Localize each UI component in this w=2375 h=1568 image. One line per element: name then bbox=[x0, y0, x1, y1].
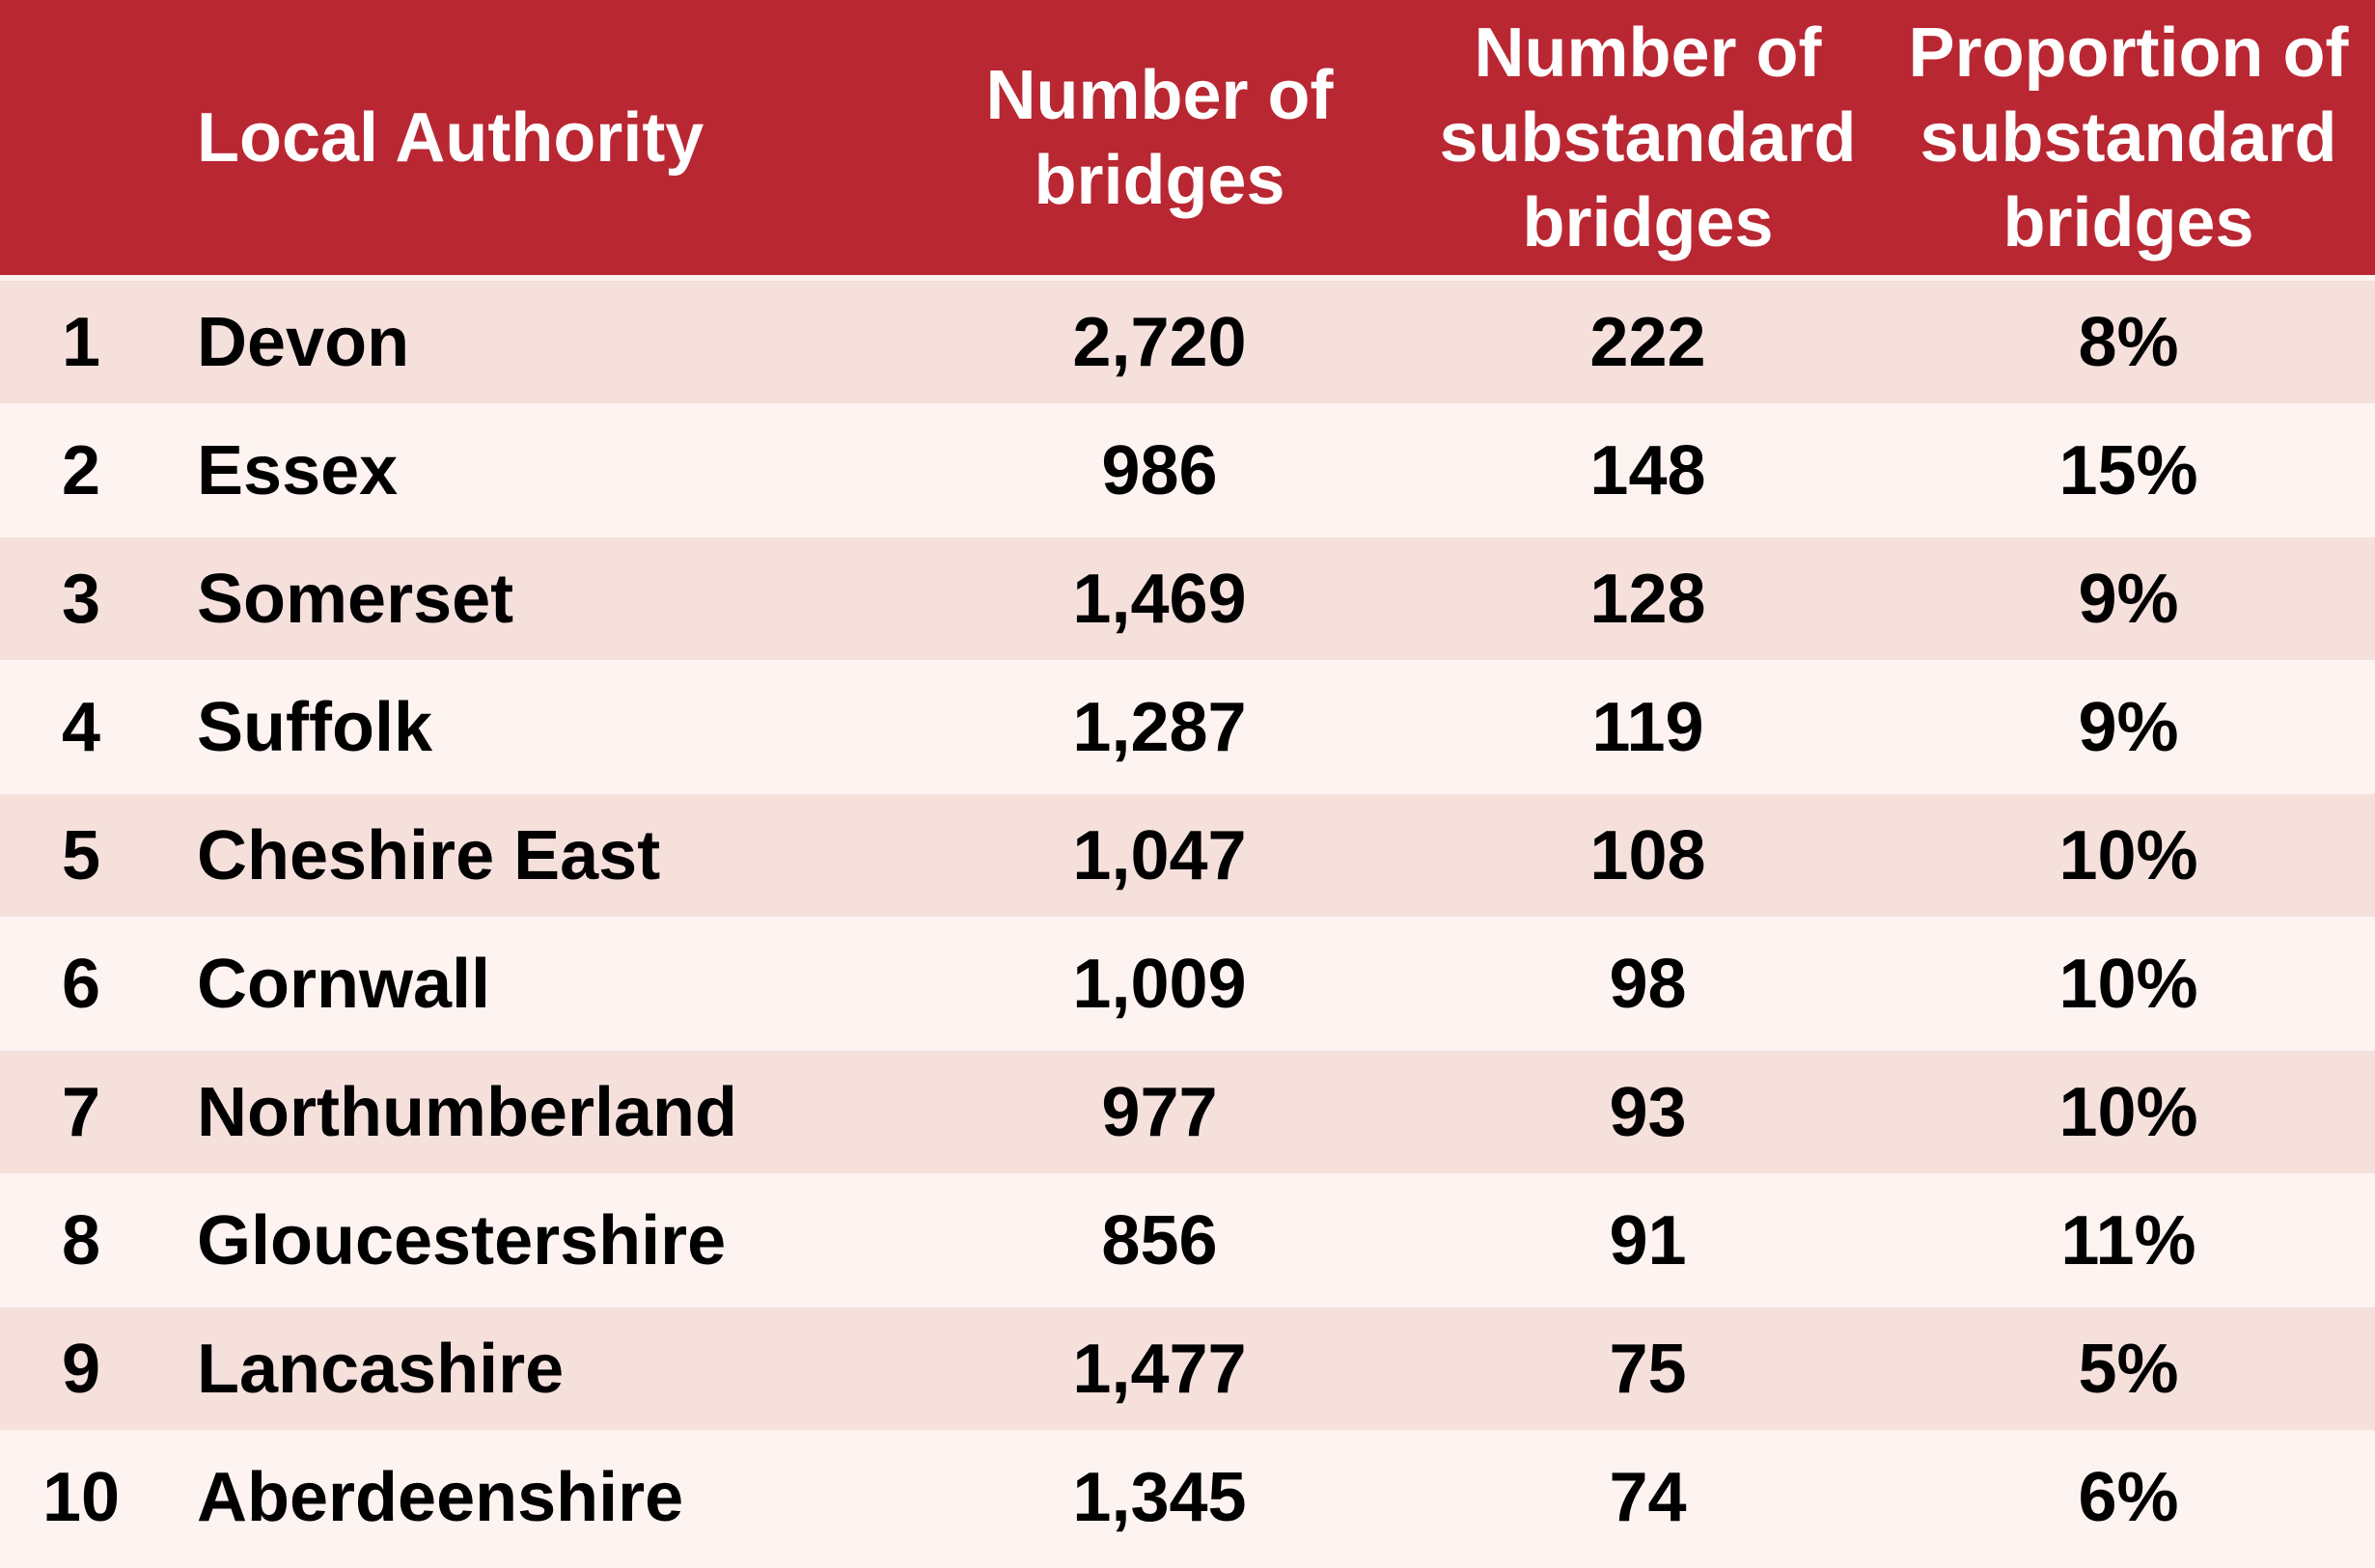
substandard-cell: 148 bbox=[1589, 431, 1706, 509]
rank-cell: 9 bbox=[61, 1330, 101, 1408]
local-authority-cell: Devon bbox=[197, 303, 410, 381]
substandard-cell: 98 bbox=[1609, 945, 1687, 1023]
bridges-cell: 1,469 bbox=[1072, 560, 1247, 638]
proportion-cell: 8% bbox=[2078, 303, 2179, 381]
bridges-cell: 986 bbox=[1101, 431, 1218, 509]
rank-cell: 10 bbox=[41, 1458, 121, 1536]
header-proportion-of-substandard-bridges: Proportion of substandard bridges bbox=[1908, 14, 2349, 261]
proportion-cell: 5% bbox=[2078, 1330, 2179, 1408]
substandard-cell: 119 bbox=[1591, 688, 1704, 766]
local-authority-cell: Lancashire bbox=[197, 1330, 565, 1408]
local-authority-cell: Essex bbox=[197, 431, 399, 509]
rank-cell: 6 bbox=[61, 945, 101, 1023]
local-authority-cell: Cornwall bbox=[197, 945, 491, 1023]
proportion-cell: 6% bbox=[2078, 1458, 2179, 1536]
header-number-of-bridges: Number of bridges bbox=[985, 56, 1334, 219]
local-authority-cell: Suffolk bbox=[197, 688, 432, 766]
local-authority-cell: Somerset bbox=[197, 560, 514, 638]
substandard-cell: 108 bbox=[1589, 816, 1706, 894]
substandard-cell: 75 bbox=[1609, 1330, 1687, 1408]
local-authority-cell: Northumberland bbox=[197, 1073, 738, 1151]
table-row: 9 Lancashire 1,477 75 5% bbox=[0, 1307, 2375, 1430]
table-row: 6 Cornwall 1,009 98 10% bbox=[0, 922, 2375, 1045]
local-authority-cell: Gloucestershire bbox=[197, 1201, 727, 1279]
table-row: 1 Devon 2,720 222 8% bbox=[0, 281, 2375, 403]
local-authority-cell: Aberdeenshire bbox=[197, 1458, 684, 1536]
bridges-cell: 1,477 bbox=[1072, 1330, 1247, 1408]
table-row: 8 Gloucestershire 856 91 11% bbox=[0, 1179, 2375, 1302]
substandard-cell: 93 bbox=[1609, 1073, 1687, 1151]
header-local-authority: Local Authority bbox=[197, 98, 704, 177]
proportion-cell: 10% bbox=[2058, 1073, 2198, 1151]
proportion-cell: 9% bbox=[2078, 688, 2179, 766]
substandard-cell: 74 bbox=[1609, 1458, 1687, 1536]
substandard-cell: 91 bbox=[1609, 1201, 1687, 1279]
proportion-cell: 11% bbox=[2060, 1201, 2196, 1279]
proportion-cell: 9% bbox=[2078, 560, 2179, 638]
rank-cell: 2 bbox=[61, 431, 101, 509]
bridges-cell: 1,047 bbox=[1072, 816, 1247, 894]
table-row: 2 Essex 986 148 15% bbox=[0, 409, 2375, 532]
substandard-cell: 128 bbox=[1589, 560, 1706, 638]
rank-cell: 8 bbox=[61, 1201, 101, 1279]
table-row: 7 Northumberland 977 93 10% bbox=[0, 1051, 2375, 1173]
proportion-cell: 15% bbox=[2058, 431, 2198, 509]
bridges-cell: 2,720 bbox=[1072, 303, 1247, 381]
rank-cell: 4 bbox=[61, 688, 101, 766]
proportion-cell: 10% bbox=[2058, 816, 2198, 894]
table-row: 4 Suffolk 1,287 119 9% bbox=[0, 666, 2375, 788]
table-header: Local Authority Number of bridges Number… bbox=[0, 0, 2375, 275]
rank-cell: 1 bbox=[61, 303, 101, 381]
table-row: 5 Cheshire East 1,047 108 10% bbox=[0, 794, 2375, 917]
local-authority-cell: Cheshire East bbox=[197, 816, 661, 894]
table-row: 10 Aberdeenshire 1,345 74 6% bbox=[0, 1436, 2375, 1558]
substandard-cell: 222 bbox=[1589, 303, 1706, 381]
table-row: 3 Somerset 1,469 128 9% bbox=[0, 537, 2375, 660]
proportion-cell: 10% bbox=[2058, 945, 2198, 1023]
bridges-cell: 1,287 bbox=[1072, 688, 1247, 766]
rank-cell: 3 bbox=[61, 560, 101, 638]
bridges-cell: 1,345 bbox=[1072, 1458, 1247, 1536]
bridges-cell: 856 bbox=[1101, 1201, 1218, 1279]
rank-cell: 5 bbox=[61, 816, 101, 894]
bridges-cell: 1,009 bbox=[1072, 945, 1247, 1023]
bridges-cell: 977 bbox=[1101, 1073, 1218, 1151]
header-number-of-substandard-bridges: Number of substandard bridges bbox=[1439, 14, 1857, 261]
rank-cell: 7 bbox=[61, 1073, 101, 1151]
